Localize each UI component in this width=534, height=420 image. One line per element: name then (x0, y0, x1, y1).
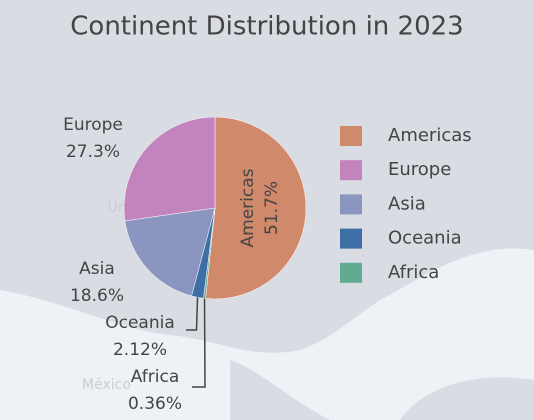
slice-label-name: Asia (79, 259, 115, 279)
pie-slice (205, 116, 307, 300)
map-sea (0, 248, 534, 420)
leader-line (186, 297, 199, 331)
slice-label: Americas 51.7% (238, 168, 282, 247)
pie-slice (124, 207, 216, 297)
slice-label-name: Europe (63, 115, 123, 135)
legend-label: Americas (388, 125, 472, 146)
map-land (230, 360, 330, 420)
legend-swatch (340, 160, 362, 181)
legend-label: Asia (388, 193, 426, 214)
slice-label-value: 27.3% (66, 142, 120, 162)
legend-swatch (340, 126, 362, 146)
legend-label: Oceania (388, 228, 462, 249)
slice-label-name: Oceania (105, 313, 175, 333)
leader-line (192, 298, 206, 388)
map-land (400, 377, 534, 420)
map-label: México (82, 377, 131, 393)
legend-swatch (340, 228, 362, 249)
legend-swatch (340, 262, 362, 283)
legend-label: Europe (388, 159, 451, 180)
slice-label-value: 2.12% (113, 340, 167, 360)
slice-label-value: 18.6% (70, 286, 124, 306)
legend-swatch (340, 194, 362, 215)
slice-label-value: 0.36% (128, 394, 182, 414)
pie-slice (123, 116, 216, 222)
pie-slice (203, 207, 216, 299)
legend-label: Africa (388, 262, 439, 283)
slice-label-value: 51.7% (262, 181, 282, 235)
chart-title: Continent Distribution in 2023 (70, 12, 463, 42)
slice-label-name: Africa (131, 367, 180, 387)
slice-label-name: Americas (238, 168, 258, 247)
